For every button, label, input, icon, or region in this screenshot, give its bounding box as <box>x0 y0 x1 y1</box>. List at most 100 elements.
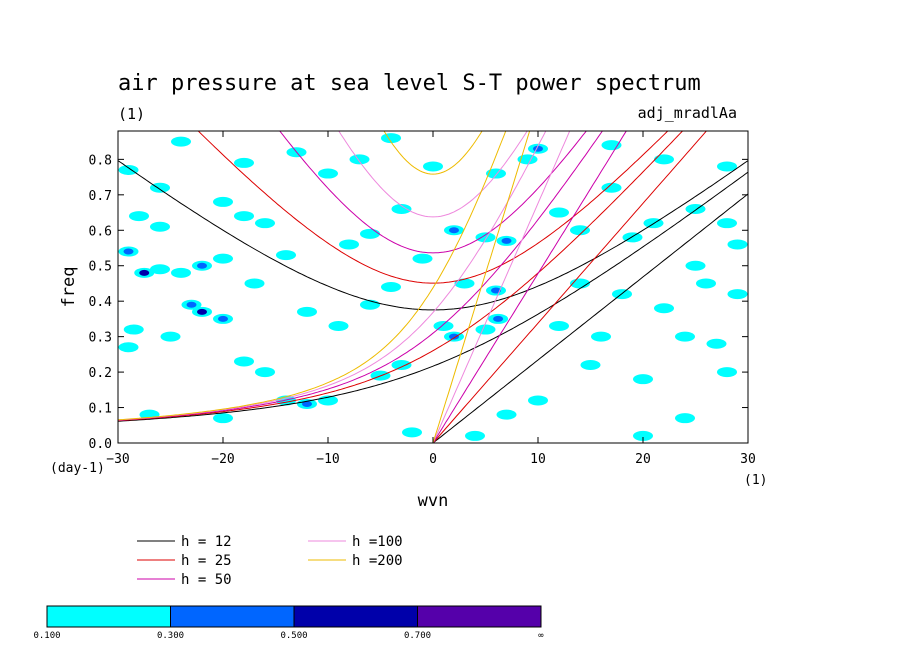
dispersion-curve-h50 <box>432 131 627 443</box>
colorbar-label: 0.300 <box>157 631 184 641</box>
power-blob <box>717 161 737 172</box>
legend-label: h = 50 <box>181 572 232 588</box>
power-blob <box>339 239 359 250</box>
dispersion-curve-h100 <box>338 131 528 218</box>
power-blob <box>570 225 590 236</box>
power-blob <box>160 331 181 342</box>
legend-label: h =100 <box>352 534 403 550</box>
x-tick-label: −20 <box>211 452 234 467</box>
power-blob <box>318 168 338 179</box>
power-blob <box>349 154 370 165</box>
colorbar-segment <box>170 605 295 628</box>
colorbar-label: ∞ <box>538 631 544 641</box>
power-blob <box>297 306 317 317</box>
power-blob <box>486 168 506 179</box>
dispersion-curve-h25 <box>432 131 708 443</box>
power-blob <box>633 430 653 441</box>
y-axis-label: freq <box>59 267 79 308</box>
power-blob <box>654 303 674 314</box>
power-blob-core <box>493 315 504 322</box>
curve-legend: h = 12 h = 25 h = 50 h =100 h =200 <box>137 534 403 588</box>
power-blob-core <box>491 287 501 294</box>
power-blob <box>234 211 254 222</box>
dispersion-curve-h200 <box>383 131 483 175</box>
dispersion-curve-h25 <box>118 131 684 422</box>
dispersion-curve-h12 <box>118 171 748 422</box>
x-tick-label: 0 <box>429 452 437 467</box>
power-blob <box>255 218 275 229</box>
power-blob <box>412 253 433 264</box>
power-blob-core <box>218 315 228 322</box>
y-tick-label: 0.3 <box>89 331 112 346</box>
power-blob <box>244 278 265 289</box>
dispersion-curve-h200 <box>432 131 531 443</box>
dispersion-curve-h100 <box>432 131 571 443</box>
x-tick-label: 20 <box>635 452 651 467</box>
y-tick-label: 0.6 <box>89 224 112 239</box>
power-blob <box>171 136 191 147</box>
power-blob <box>454 278 475 289</box>
dispersion-curves <box>118 131 748 443</box>
x-tick-label: 10 <box>530 452 546 467</box>
power-blob <box>675 413 695 424</box>
dispersion-curve-h50 <box>279 131 587 254</box>
x-tick-label: 30 <box>740 452 756 467</box>
power-blob <box>706 338 727 349</box>
power-blob-core <box>302 401 312 407</box>
power-blob <box>475 324 496 335</box>
power-blob <box>580 360 601 370</box>
power-blob-core <box>139 269 150 276</box>
power-blob <box>150 221 170 232</box>
power-blob <box>465 430 485 441</box>
power-blob <box>118 165 139 175</box>
power-blob <box>213 253 233 264</box>
power-blob-core <box>449 227 459 234</box>
power-blob <box>123 324 144 335</box>
power-blob <box>496 409 517 420</box>
x-axis-label: wvn <box>418 491 449 511</box>
power-spectrum-contours <box>118 133 748 441</box>
power-blob <box>423 161 443 172</box>
dispersion-curve-h50 <box>118 131 603 421</box>
y-tick-label: 0.7 <box>89 189 112 204</box>
power-blob <box>549 207 569 218</box>
power-blob <box>549 321 569 331</box>
dispersion-curve-h100 <box>118 131 547 421</box>
power-blob-core <box>449 333 459 340</box>
dispersion-curve-h12 <box>432 193 748 443</box>
power-blob <box>150 182 170 193</box>
power-blob <box>717 218 737 229</box>
power-blob <box>633 374 653 385</box>
legend-label: h = 12 <box>181 534 232 550</box>
y-unit-label: (day-1) <box>50 461 105 476</box>
power-blob <box>433 321 454 331</box>
power-blob <box>391 360 412 370</box>
colorbar-segment <box>46 605 171 628</box>
power-blob <box>381 282 401 292</box>
dispersion-curve-h200 <box>118 131 507 421</box>
power-blob <box>696 278 716 289</box>
chart-subtitle-right: adj_mradlAa <box>638 104 737 122</box>
power-blob <box>528 395 548 406</box>
power-blob <box>234 157 254 168</box>
colorbar: 0.100 0.300 0.500 0.700 ∞ <box>33 605 544 641</box>
power-blob <box>213 413 233 424</box>
power-blob-core <box>501 237 512 244</box>
dispersion-curve-h12 <box>118 160 748 311</box>
x-tick-label: −30 <box>106 452 129 467</box>
y-tick-label: 0.1 <box>89 402 112 417</box>
colorbar-label: 0.100 <box>33 631 60 641</box>
power-blob-core <box>123 248 134 255</box>
power-blob-core <box>197 308 207 315</box>
power-blob <box>213 196 233 207</box>
power-blob <box>391 204 412 214</box>
colorbar-label: 0.500 <box>280 631 307 641</box>
power-blob-core <box>186 301 197 308</box>
x-tick-label: −10 <box>316 452 339 467</box>
legend-label: h =200 <box>352 553 403 569</box>
chart-title: air pressure at sea level S-T power spec… <box>118 71 701 96</box>
power-blob <box>328 321 349 331</box>
axis-ticks: −30 −20 −10 0 10 20 30 0.0 0.1 0.2 0.3 0.4 0.5 0.6 0.7… <box>89 131 756 467</box>
power-blob <box>591 331 611 342</box>
